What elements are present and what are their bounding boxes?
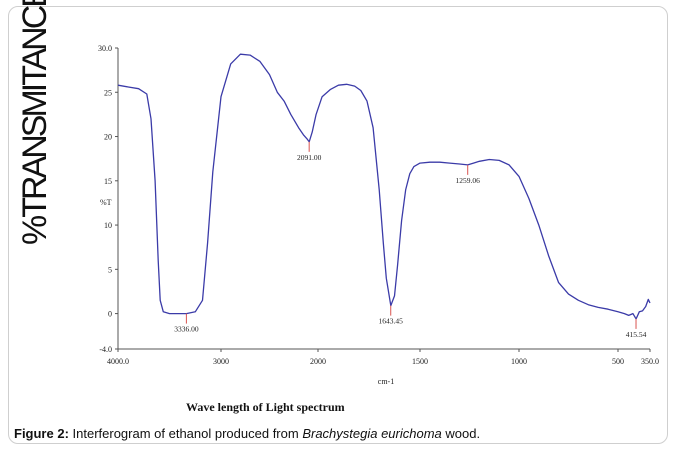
spectrum-line <box>117 53 651 320</box>
peak-label: 2091.00 <box>297 153 322 162</box>
x-tick-label: 3000 <box>213 357 229 366</box>
x-tick-label: 500 <box>612 357 624 366</box>
chart-series <box>117 53 651 320</box>
figure-frame <box>8 6 668 444</box>
peak-label: 1643.45 <box>379 317 404 326</box>
y-tick-label: 5 <box>108 265 112 274</box>
y-tick-label: 10 <box>104 221 112 230</box>
x-tick-label: 2000 <box>310 357 326 366</box>
y-axis-unit-label: %T <box>100 198 112 207</box>
caption-text-after: wood. <box>441 426 481 441</box>
y-tick-label: 30.0 <box>98 44 112 53</box>
peak-label: 3336.00 <box>174 325 199 334</box>
caption-text-before: Interferogram of ethanol produced from <box>68 426 303 441</box>
chart-axes <box>117 48 650 350</box>
x-axis-unit-label: cm-1 <box>378 377 394 386</box>
y-tick-label: 15 <box>104 177 112 186</box>
chart-peaks: 3336.00 2091.00 1643.45 1259.06 415.54 <box>174 141 647 339</box>
chart-ticks: 30.0 25 20 15 10 5 0 -4.0 4000.0 3000 2000 1500 1000… <box>98 44 659 366</box>
y-tick-label: 20 <box>104 133 112 142</box>
x-tick-label: 1500 <box>412 357 428 366</box>
x-tick-label: 1000 <box>511 357 527 366</box>
figure-label: Figure 2: <box>14 426 69 441</box>
y-tick-label: 25 <box>104 88 112 97</box>
y-tick-label: -4.0 <box>99 345 112 354</box>
figure-caption: Figure 2: Interferogram of ethanol produ… <box>14 426 480 441</box>
peak-label: 415.54 <box>626 330 647 339</box>
caption-species: Brachystegia eurichoma <box>302 426 442 441</box>
y-axis-title: %TRANSMITANCE <box>16 0 54 245</box>
x-axis-title: Wave length of Light spectrum <box>186 400 345 414</box>
y-tick-label: 0 <box>108 310 112 319</box>
peak-label: 1259.06 <box>456 176 481 185</box>
x-tick-label: 350.0 <box>641 357 659 366</box>
x-tick-label: 4000.0 <box>107 357 129 366</box>
